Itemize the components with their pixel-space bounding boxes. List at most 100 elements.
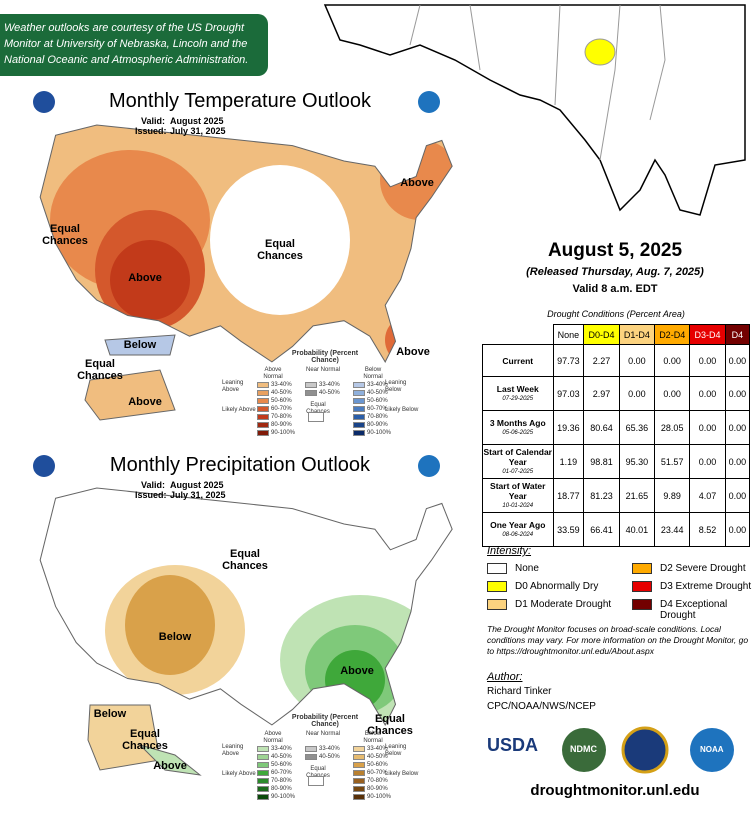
legend-swatch <box>308 412 324 422</box>
legend-range: 80-90% <box>367 422 388 428</box>
legend-swatch <box>257 762 269 768</box>
legend-column: Above Normal <box>263 731 283 744</box>
legend-column: Below Normal <box>363 367 383 380</box>
noaa-logo <box>690 728 734 772</box>
cell: 33.59 <box>552 512 585 547</box>
cell: 28.05 <box>654 410 691 445</box>
precipitation-map <box>40 488 453 725</box>
legend-column: Near Normal <box>305 367 340 373</box>
legend-swatch <box>353 762 365 768</box>
legend-range: 40-50% <box>271 390 292 396</box>
legend-swatch <box>305 390 317 396</box>
legend-swatch <box>353 414 365 420</box>
legend-swatch <box>257 382 269 388</box>
cell: 18.77 <box>552 478 585 513</box>
county-lines <box>409 4 666 161</box>
alaska <box>84 369 176 421</box>
legend-side: Likely Above <box>222 407 256 413</box>
legend-swatch <box>257 414 269 420</box>
legend-range: 60-70% <box>271 406 292 412</box>
table-row: Current 97.73 2.27 0.00 0.00 0.00 0.00 <box>482 344 751 377</box>
row-date: 05-06-2025 <box>502 429 534 436</box>
website: droughtmonitor.unl.edu <box>530 782 700 799</box>
legend-range: 70-80% <box>271 778 292 784</box>
outlook-title: Monthly Temperature Outlook <box>109 90 371 112</box>
legend-swatch <box>257 794 269 800</box>
legend-range: 33-40% <box>319 746 340 752</box>
intensity-label: D4 Exceptional Drought <box>660 599 728 621</box>
cell: 19.36 <box>552 410 585 445</box>
map-label: Above <box>396 346 430 358</box>
cell: 0.00 <box>689 376 726 411</box>
legend-column: Near Normal <box>305 731 340 737</box>
cell: 4.07 <box>689 478 726 513</box>
legend-range: 50-60% <box>271 762 292 768</box>
legend-swatch <box>305 382 317 388</box>
legend-swatch <box>257 406 269 412</box>
cell: 0.00 <box>724 444 751 479</box>
seal <box>621 726 669 774</box>
cell: 81.23 <box>583 478 620 513</box>
column-header: D3-D4 <box>689 324 726 345</box>
legend-side: Leaning Above <box>222 744 244 757</box>
row-date: 10-01-2024 <box>502 502 534 509</box>
cell: 97.03 <box>552 376 585 411</box>
cell: 2.27 <box>583 344 620 377</box>
legend-swatch <box>353 382 365 388</box>
legend-range: 50-60% <box>367 398 388 404</box>
cell: 21.65 <box>618 478 656 513</box>
cell: 80.64 <box>583 410 620 445</box>
temperature-map <box>40 125 453 362</box>
cell: 0.00 <box>724 512 751 547</box>
map-label: Below <box>158 631 192 643</box>
author-name: Richard Tinker <box>487 686 552 697</box>
legend-swatch <box>257 778 269 784</box>
map-label: Equal Chances <box>222 548 268 572</box>
author-org: CPC/NOAA/NWS/NCEP <box>487 701 596 712</box>
alaska-south <box>138 743 202 776</box>
legend-swatch <box>257 422 269 428</box>
column-header: D0-D4 <box>583 324 620 345</box>
drought-table: None D0-D4 D1-D4 D2-D4 D3-D4 D4 Current 97.73 2.… <box>482 324 751 547</box>
valid-time: Valid 8 a.m. EDT <box>572 283 658 295</box>
legend-title: Probability (Percent Chance) <box>291 350 359 364</box>
seal <box>33 91 55 113</box>
table-row: One Year Ago 08-06-2024 33.59 66.41 40.01 23.… <box>482 512 751 547</box>
row-label: Start of Calendar Year <box>483 446 553 467</box>
usda-logo: USDA <box>487 735 539 755</box>
legend-range: 70-80% <box>367 414 388 420</box>
d0-area <box>584 38 616 66</box>
intensity-label: None <box>515 563 539 574</box>
intensity-label: D3 Extreme Drought <box>660 581 752 592</box>
legend-range: 80-90% <box>271 786 292 792</box>
intensity-swatch <box>632 581 652 592</box>
legend-title: Probability (Percent Chance) <box>291 714 359 728</box>
credit-note: Weather outlooks are courtesy of the US … <box>0 14 268 76</box>
cell: 40.01 <box>618 512 656 547</box>
legend-swatch <box>257 390 269 396</box>
map-label: Equal Chances <box>257 238 303 262</box>
legend-range: 90-100% <box>271 794 296 800</box>
issued-label: Issued: <box>135 126 167 136</box>
legend-range: 60-70% <box>367 770 388 776</box>
valid: August 2025 <box>170 116 224 126</box>
legend-column: Above Normal <box>263 367 283 380</box>
legend-swatch <box>353 786 365 792</box>
row-header: 3 Months Ago 05-06-2025 <box>482 410 554 445</box>
issued: July 31, 2025 <box>170 126 226 136</box>
legend-range: 33-40% <box>271 746 292 752</box>
legend-swatch <box>257 398 269 404</box>
table-row: Start of Water Year 10-01-2024 18.77 81.23 2… <box>482 478 751 513</box>
cell: 95.30 <box>618 444 656 479</box>
cell: 66.41 <box>583 512 620 547</box>
legend-range: 80-90% <box>271 422 292 428</box>
row-label: Start of Water Year <box>490 480 546 501</box>
legend-range: 33-40% <box>367 746 388 752</box>
intensity-swatch <box>487 563 507 574</box>
legend-swatch <box>353 778 365 784</box>
column-header: D4 <box>724 324 751 345</box>
legend-range: 60-70% <box>367 406 388 412</box>
ndmc-logo <box>562 728 606 772</box>
valid: August 2025 <box>170 480 224 490</box>
